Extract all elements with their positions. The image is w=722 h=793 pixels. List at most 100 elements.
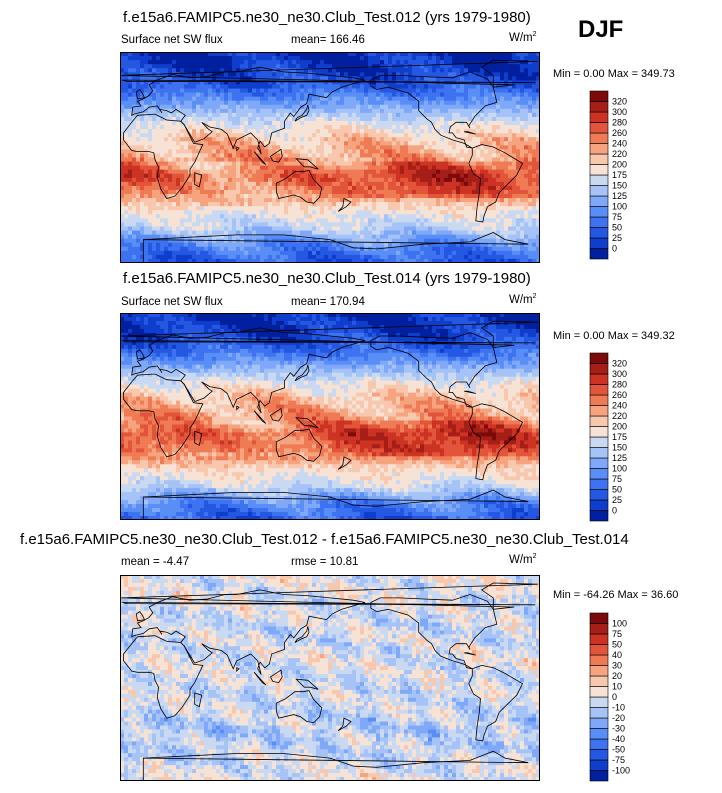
colorbar-box [589, 686, 609, 698]
panel1-coastlines [120, 59, 538, 263]
colorbar-tick-label: 0 [612, 244, 617, 254]
panel2-mean-label: mean= 170.94 [291, 296, 365, 308]
colorbar-box [589, 436, 609, 448]
colorbar-tick-label: 175 [612, 432, 627, 442]
colorbar-tick-label: 320 [612, 97, 627, 107]
panel2-coastlines [120, 320, 538, 520]
season-label: DJF [578, 16, 624, 43]
colorbar-box [589, 352, 609, 364]
colorbar-tick-label: 175 [612, 170, 627, 180]
colorbar-box [589, 101, 609, 113]
colorbar-box [589, 206, 609, 218]
colorbar-box [589, 654, 609, 666]
colorbar-tick-label: 240 [612, 401, 627, 411]
colorbar-tick-label: 100 [612, 619, 627, 629]
colorbar-box [589, 373, 609, 385]
colorbar-box [589, 143, 609, 155]
colorbar-tick-label: 150 [612, 181, 627, 191]
panel3-map [120, 575, 540, 781]
colorbar-box [589, 612, 609, 624]
colorbar-tick-label: 150 [612, 443, 627, 453]
colorbar-tick-label: 25 [612, 495, 622, 505]
panel1-title: f.e15a6.FAMIPC5.ne30_ne30.Club_Test.012 … [123, 9, 531, 26]
colorbar-box [589, 478, 609, 490]
colorbar-box [589, 489, 609, 501]
colorbar-tick-label: 100 [612, 202, 627, 212]
colorbar-box [589, 153, 609, 165]
colorbar-box [589, 227, 609, 239]
colorbar-box [589, 394, 609, 406]
colorbar-tick-label: 260 [612, 390, 627, 400]
colorbar-box [589, 174, 609, 186]
colorbar-tick-label: -40 [612, 734, 625, 744]
panel1-map [120, 52, 540, 263]
panel1-variable-label: Surface net SW flux [121, 34, 223, 46]
colorbar-tick-label: 280 [612, 118, 627, 128]
panel3-mean-label: mean = -4.47 [121, 556, 190, 568]
colorbar-box [589, 770, 609, 782]
colorbar-box [589, 405, 609, 417]
colorbar-tick-label: 320 [612, 359, 627, 369]
colorbar-box [589, 132, 609, 144]
colorbar-box [589, 738, 609, 750]
colorbar-tick-label: 30 [612, 661, 622, 671]
panel1-min-max: Min = 0.00 Max = 349.73 [553, 68, 675, 80]
colorbar-box [589, 447, 609, 459]
colorbar-tick-label: 75 [612, 474, 622, 484]
colorbar-tick-label: 10 [612, 682, 622, 692]
colorbar-box [589, 728, 609, 740]
colorbar-tick-label: -20 [612, 713, 625, 723]
colorbar-tick-label: -10 [612, 703, 625, 713]
colorbar-box [589, 623, 609, 635]
colorbar-box [589, 633, 609, 645]
colorbar-tick-label: 25 [612, 233, 622, 243]
colorbar-box [589, 415, 609, 427]
colorbar-tick-label: 40 [612, 650, 622, 660]
colorbar-box [589, 499, 609, 511]
colorbar-box [589, 248, 609, 260]
colorbar-tick-label: 280 [612, 380, 627, 390]
panel2-title: f.e15a6.FAMIPC5.ne30_ne30.Club_Test.014 … [123, 270, 531, 287]
colorbar-tick-label: 220 [612, 411, 627, 421]
colorbar-tick-label: 240 [612, 139, 627, 149]
colorbar-box [589, 457, 609, 469]
colorbar-box [589, 707, 609, 719]
colorbar-box [589, 164, 609, 176]
panel3-rmse-label: rmse = 10.81 [291, 556, 359, 568]
colorbar-box [589, 675, 609, 687]
panel3-title: f.e15a6.FAMIPC5.ne30_ne30.Club_Test.012 … [20, 531, 629, 548]
panel2-variable-label: Surface net SW flux [121, 296, 223, 308]
colorbar-tick-label: 260 [612, 128, 627, 138]
colorbar-tick-label: -75 [612, 755, 625, 765]
colorbar-tick-label: 20 [612, 671, 622, 681]
colorbar-box [589, 468, 609, 480]
panel3-coastlines [120, 582, 538, 781]
colorbar-box [589, 644, 609, 656]
colorbar-box [589, 717, 609, 729]
colorbar-tick-label: 0 [612, 692, 617, 702]
colorbar-tick-label: -50 [612, 745, 625, 755]
colorbar-tick-label: 50 [612, 485, 622, 495]
colorbar-box [589, 696, 609, 708]
panel1-mean-label: mean= 166.46 [291, 34, 365, 46]
colorbar-box [589, 216, 609, 228]
colorbar-tick-label: 75 [612, 212, 622, 222]
colorbar-tick-label: 200 [612, 422, 627, 432]
colorbar-tick-label: 125 [612, 453, 627, 463]
colorbar-box [589, 384, 609, 396]
colorbar-tick-label: 100 [612, 464, 627, 474]
colorbar-box [589, 185, 609, 197]
colorbar-box [589, 749, 609, 761]
colorbar-box [589, 237, 609, 249]
colorbar-tick-label: 300 [612, 369, 627, 379]
colorbar-box [589, 363, 609, 375]
colorbar-box [589, 426, 609, 438]
colorbar-tick-label: -100 [612, 766, 630, 776]
colorbar-box [589, 665, 609, 677]
colorbar-tick-label: 200 [612, 160, 627, 170]
colorbar-box [589, 90, 609, 102]
colorbar-box [589, 510, 609, 522]
